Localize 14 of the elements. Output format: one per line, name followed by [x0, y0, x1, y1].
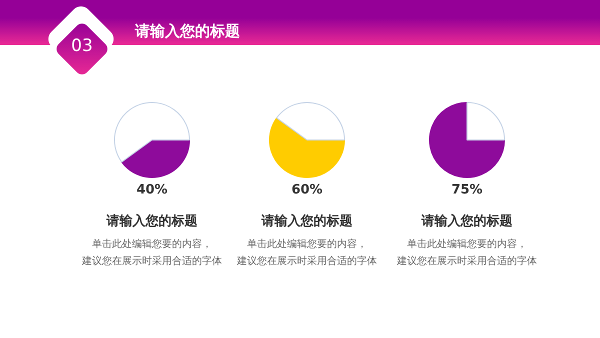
- text: 建议您在展示时采用合适的字体: [82, 256, 222, 267]
- text: 请输入您的标题: [105, 212, 198, 230]
- text: 建议您在展示时采用合适的字体: [237, 256, 377, 267]
- text: 建议您在展示时采用合适的字体: [397, 256, 537, 267]
- data-label: 60%: [291, 182, 323, 198]
- text: 请输入您的标题: [135, 22, 240, 41]
- text: 请输入您的标题: [260, 212, 354, 230]
- text: 单击此处编辑您要的内容，: [92, 239, 212, 250]
- text: 单击此处编辑您要的内容，: [406, 238, 528, 252]
- text: 03: [70, 36, 94, 56]
- data-label: 75%: [451, 182, 483, 198]
- text: 请输入您的标题: [420, 212, 514, 230]
- data-label: 40%: [136, 182, 168, 198]
- text: 单击此处编辑您要的内容，: [247, 239, 367, 250]
